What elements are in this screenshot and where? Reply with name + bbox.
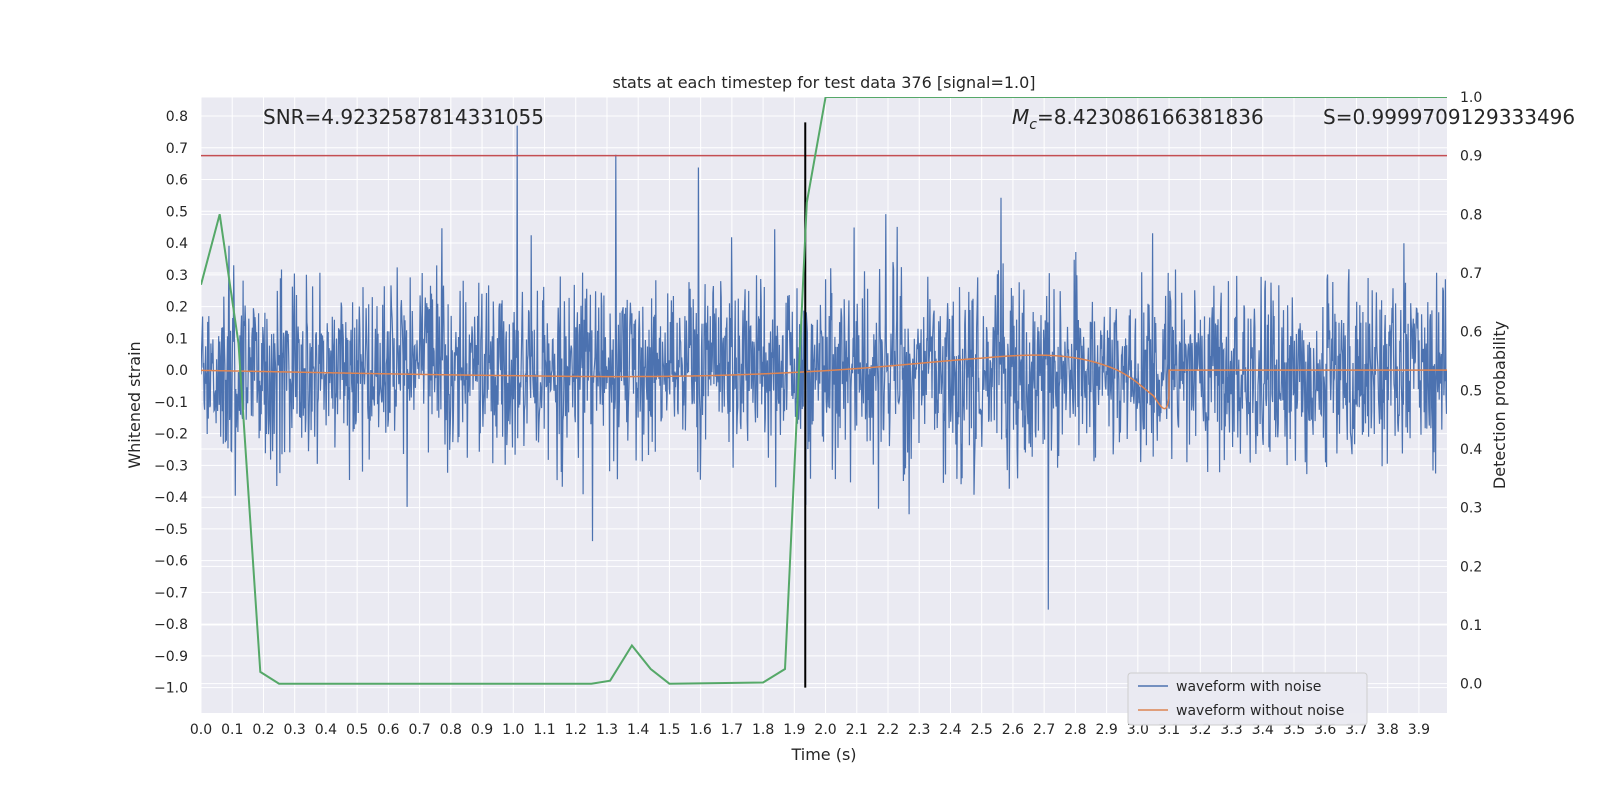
x-tick-label: 1.2 [565,722,587,738]
x-tick-label: 0.4 [315,722,337,738]
x-tick-label: 0.2 [252,722,274,738]
y-right-tick-labels: 1.0 0.9 0.8 0.7 0.6 0.5 0.4 0.3 0.2 0.1 0.0 [1460,90,1482,693]
x-tick-label: 1.0 [502,722,524,738]
x-tick-label: 3.6 [1314,722,1336,738]
noise-trace [201,125,1447,610]
x-tick-label: 0.0 [190,722,212,738]
x-tick-label: 1.9 [783,722,805,738]
x-tick-label: 2.9 [1095,722,1117,738]
x-tick-label: 3.0 [1127,722,1149,738]
y-tick-label: −0.7 [154,585,188,601]
y-tick-label: 0.6 [166,173,188,189]
legend-label-clean: waveform without noise [1176,703,1344,719]
x-tick-label: 2.5 [971,722,993,738]
legend: waveform with noise waveform without noi… [1127,672,1368,726]
series-detection-probability [201,97,1447,685]
y-right-tick-label: 0.4 [1460,442,1482,458]
x-tick-label: 1.7 [721,722,743,738]
x-tick-label: 2.3 [908,722,930,738]
y-tick-label: 0.2 [166,300,188,316]
y-right-tick-label: 1.0 [1460,90,1482,106]
y-tick-label: 0.7 [166,141,188,157]
x-tick-label: 1.3 [596,722,618,738]
x-tick-label: 1.6 [690,722,712,738]
y-tick-label: −0.9 [154,649,188,665]
x-tick-label: 2.8 [1064,722,1086,738]
y-tick-label: 0.1 [166,331,188,347]
snr-annotation: SNR=4.9232587814331055 [263,105,544,129]
x-tick-label: 3.8 [1377,722,1399,738]
x-tick-label: 2.4 [939,722,961,738]
y-tick-label: 0.0 [166,363,188,379]
x-tick-label: 0.7 [408,722,430,738]
y-right-tick-label: 0.9 [1460,149,1482,165]
x-tick-label: 3.9 [1408,722,1430,738]
y-tick-label: 0.4 [166,236,188,252]
mc-annotation: Mc=8.423086166381836 [1012,105,1264,133]
legend-label-noise: waveform with noise [1176,679,1321,695]
y-right-axis-label: Detection probability [1490,321,1509,489]
y-tick-label: −0.8 [154,617,188,633]
y-right-tick-label: 0.8 [1460,207,1482,223]
x-tick-label: 2.7 [1033,722,1055,738]
x-tick-label: 1.8 [752,722,774,738]
x-tick-label: 0.8 [440,722,462,738]
series-waveform-with-noise [201,125,1447,610]
y-tick-label: −0.2 [154,427,188,443]
x-tick-label: 2.0 [814,722,836,738]
mc-value: =8.423086166381836 [1037,105,1264,129]
x-tick-label: 0.3 [284,722,306,738]
x-tick-label: 0.6 [377,722,399,738]
x-tick-label: 3.4 [1252,722,1274,738]
x-tick-label: 2.2 [877,722,899,738]
y-right-tick-label: 0.3 [1460,501,1482,517]
chirp-trace [201,354,1447,410]
y-tick-label: 0.5 [166,204,188,220]
x-tick-label: 0.5 [346,722,368,738]
probability-trace [201,97,1447,685]
x-tick-label: 2.6 [1002,722,1024,738]
x-tick-label: 1.5 [658,722,680,738]
x-tick-label: 3.2 [1189,722,1211,738]
y-tick-label: −1.0 [154,681,188,697]
x-tick-label: 3.7 [1345,722,1367,738]
x-tick-label: 3.3 [1220,722,1242,738]
y-tick-label: −0.4 [154,490,188,506]
y-right-tick-label: 0.1 [1460,618,1482,634]
x-tick-label: 2.1 [846,722,868,738]
y-tick-label: 0.8 [166,109,188,125]
s-annotation: S=0.9999709129333496 [1323,105,1575,129]
x-tick-label: 1.1 [533,722,555,738]
y-right-tick-label: 0.5 [1460,383,1482,399]
x-tick-labels: 0.0 0.1 0.2 0.3 0.4 0.5 0.6 0.7 0.8 0.9 1.0 1.1 1.2 1… [190,722,1430,738]
x-tick-label: 0.1 [221,722,243,738]
mc-subscript: c [1029,117,1037,133]
y-axis-label: Whitened strain [125,341,144,468]
y-right-tick-label: 0.7 [1460,266,1482,282]
y-tick-labels: 0.8 0.7 0.6 0.5 0.4 0.3 0.2 0.1 0.0 −0.1 −0.2 −0.3 −… [154,109,188,697]
mc-symbol: M [1012,105,1029,129]
x-tick-label: 3.1 [1158,722,1180,738]
x-tick-label: 3.5 [1283,722,1305,738]
x-tick-label: 1.4 [627,722,649,738]
y-right-tick-label: 0.0 [1460,677,1482,693]
y-tick-label: 0.3 [166,268,188,284]
x-tick-label: 0.9 [471,722,493,738]
series-waveform-without-noise [201,354,1447,410]
legend-box [1127,672,1368,726]
y-right-tick-label: 0.2 [1460,559,1482,575]
x-axis-label: Time (s) [790,745,856,764]
y-tick-label: −0.3 [154,458,188,474]
y-tick-label: −0.5 [154,522,188,538]
y-right-tick-label: 0.6 [1460,325,1482,341]
chart-title: stats at each timestep for test data 376… [612,73,1035,92]
y-tick-label: −0.1 [154,395,188,411]
y-tick-label: −0.6 [154,554,188,570]
